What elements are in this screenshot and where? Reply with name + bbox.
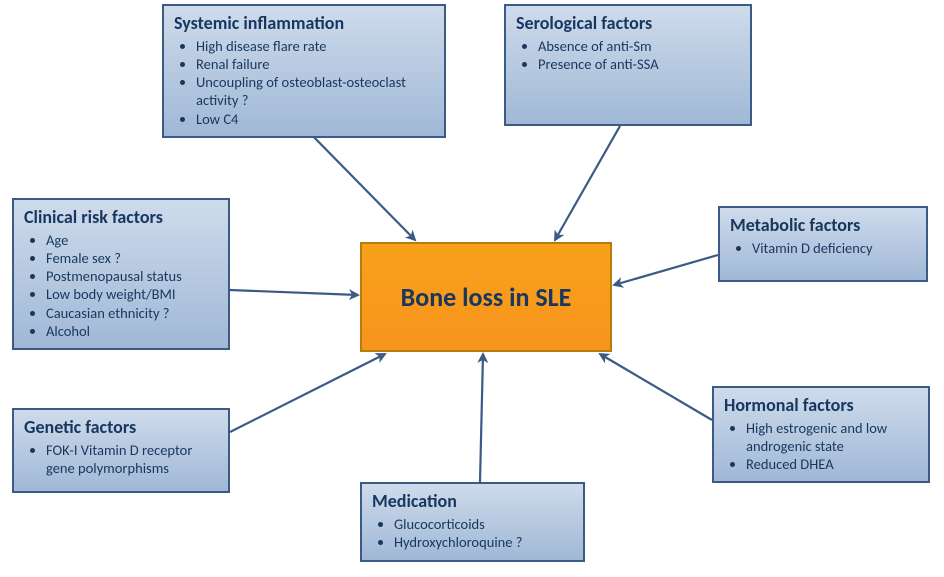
list-item: Low body weight/BMI [46, 285, 218, 303]
medication-title: Medication [372, 490, 573, 512]
list-item: Low C4 [196, 110, 434, 128]
list-item: Uncoupling of osteoblast-osteoclast acti… [196, 73, 434, 109]
list-item: Absence of anti-Sm [538, 37, 740, 55]
list-item: High estrogenic and low androgenic state [746, 419, 918, 455]
systemic-list: High disease flare rateRenal failureUnco… [174, 37, 434, 128]
list-item: Presence of anti-SSA [538, 55, 740, 73]
arrow-clinical [230, 290, 358, 295]
systemic-box: Systemic inflammation High disease flare … [162, 4, 446, 138]
center-label: Bone loss in SLE [401, 281, 572, 313]
arrow-serological [555, 126, 620, 240]
metabolic-title: Metabolic factors [730, 214, 916, 236]
list-item: Glucocorticoids [394, 515, 573, 533]
arrow-systemic [303, 126, 415, 240]
hormonal-box: Hormonal factors High estrogenic and low … [712, 386, 930, 483]
hormonal-title: Hormonal factors [724, 394, 918, 416]
serological-list: Absence of anti-SmPresence of anti-SSA [516, 37, 740, 73]
list-item: Renal failure [196, 55, 434, 73]
clinical-box: Clinical risk factors AgeFemale sex ?Post… [12, 198, 230, 350]
medication-list: GlucocorticoidsHydroxychloroquine ? [372, 515, 573, 551]
list-item: Female sex ? [46, 249, 218, 267]
genetic-box: Genetic factors FOK-I Vitamin D receptor … [12, 408, 230, 493]
list-item: Reduced DHEA [746, 455, 918, 473]
hormonal-list: High estrogenic and low androgenic state… [724, 419, 918, 473]
list-item: FOK-I Vitamin D receptor gene polymorphi… [46, 441, 218, 477]
genetic-title: Genetic factors [24, 416, 218, 438]
genetic-list: FOK-I Vitamin D receptor gene polymorphi… [24, 441, 218, 477]
systemic-title: Systemic inflammation [174, 12, 434, 34]
list-item: High disease flare rate [196, 37, 434, 55]
serological-box: Serological factors Absence of anti-SmPre… [504, 4, 752, 126]
arrow-metabolic [614, 255, 718, 285]
list-item: Vitamin D deficiency [752, 239, 916, 257]
medication-box: Medication GlucocorticoidsHydroxychloroqu… [360, 482, 585, 562]
metabolic-box: Metabolic factors Vitamin D deficiency [718, 206, 928, 282]
arrow-genetic [230, 354, 385, 432]
clinical-title: Clinical risk factors [24, 206, 218, 228]
arrow-medication [480, 354, 483, 482]
serological-title: Serological factors [516, 12, 740, 34]
list-item: Caucasian ethnicity ? [46, 304, 218, 322]
clinical-list: AgeFemale sex ?Postmenopausal statusLow … [24, 231, 218, 340]
list-item: Postmenopausal status [46, 267, 218, 285]
metabolic-list: Vitamin D deficiency [730, 239, 916, 257]
list-item: Alcohol [46, 322, 218, 340]
list-item: Hydroxychloroquine ? [394, 533, 573, 551]
list-item: Age [46, 231, 218, 249]
center-node: Bone loss in SLE [360, 242, 612, 352]
arrow-hormonal [600, 354, 712, 420]
